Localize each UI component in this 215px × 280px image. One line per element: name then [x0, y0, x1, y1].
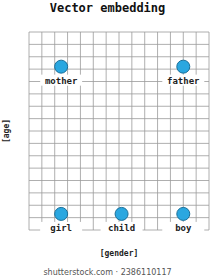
label-bg: [162, 222, 204, 233]
grid-line: [29, 180, 209, 181]
label-bg: [101, 222, 143, 233]
grid-line: [29, 118, 209, 119]
grid-line: [29, 168, 209, 169]
label-bg: [162, 75, 204, 86]
point: [177, 207, 190, 220]
grid-line: [29, 32, 209, 33]
grid-line: [29, 155, 209, 156]
x-axis-label: [gender]: [100, 249, 139, 258]
grid-line: [29, 131, 209, 132]
label-bg: [40, 75, 82, 86]
grid: [29, 32, 209, 230]
chart: Vector embedding mother father girl child boy…: [0, 0, 215, 280]
y-axis-label: [age]: [2, 119, 11, 143]
grid-line: [29, 192, 209, 193]
point-label: girl: [50, 223, 72, 233]
grid-line: [29, 106, 209, 107]
point: [55, 60, 68, 73]
label-bg: [40, 222, 82, 233]
watermark-bg: [0, 264, 215, 280]
point: [115, 207, 128, 220]
watermark: shutterstock.com · 2386110117: [43, 268, 171, 277]
grid-line: [29, 143, 209, 144]
point-label: mother: [45, 76, 78, 86]
grid-line: [29, 56, 209, 57]
point-labels: mother father girl child boy: [40, 75, 204, 233]
grid-line: [29, 93, 209, 94]
point-label: child: [108, 223, 135, 233]
point-label: boy: [175, 223, 192, 233]
chart-root: Vector embedding mother father girl child boy…: [0, 0, 215, 280]
title: Vector embedding: [50, 1, 166, 15]
grid-line: [29, 44, 209, 45]
point: [55, 207, 68, 220]
point-label: father: [167, 76, 200, 86]
point: [177, 60, 190, 73]
grid-line: [29, 205, 209, 206]
